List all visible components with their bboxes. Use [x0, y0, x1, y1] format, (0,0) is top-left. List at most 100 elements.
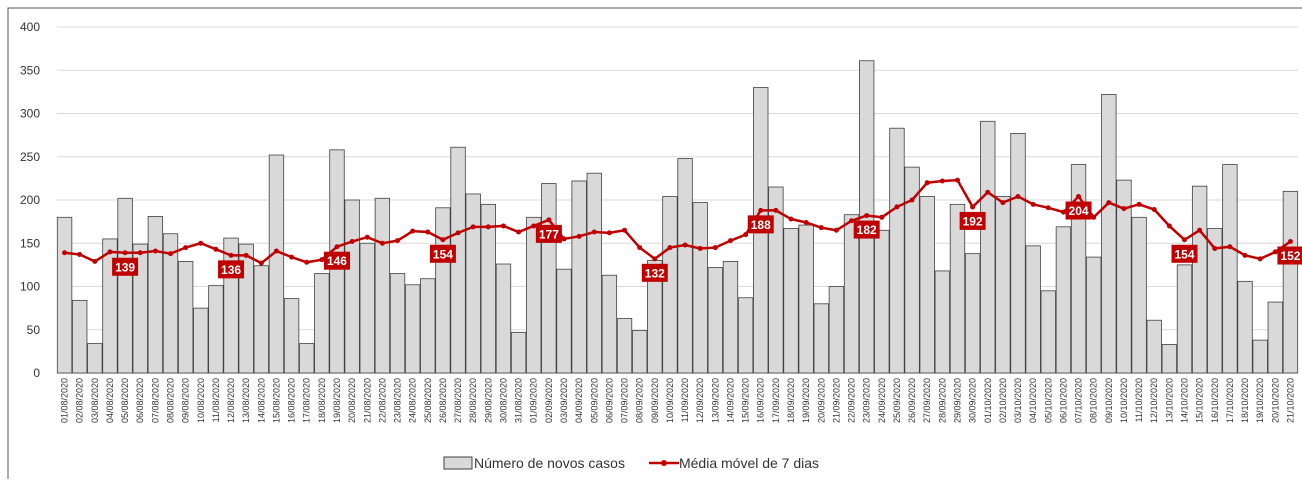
- x-tick-label: 26/08/2020: [438, 378, 448, 423]
- line-marker: [1151, 207, 1157, 213]
- line-marker: [107, 249, 113, 255]
- bar: [132, 243, 148, 374]
- x-tick-label: 14/09/2020: [725, 378, 735, 423]
- x-tick-label: 18/08/2020: [317, 378, 327, 423]
- line-marker: [137, 250, 143, 256]
- line-marker: [122, 250, 128, 256]
- data-label-box: [112, 257, 139, 276]
- x-tick-label: 23/08/2020: [393, 378, 403, 423]
- bar: [435, 207, 451, 374]
- x-tick-label: 11/08/2020: [211, 378, 221, 422]
- x-tick-label: 12/09/2020: [695, 378, 705, 423]
- bar: [480, 203, 496, 374]
- x-tick-label: 04/08/2020: [105, 378, 115, 423]
- bar: [1282, 190, 1299, 374]
- bar: [208, 285, 224, 374]
- line-marker: [289, 254, 295, 260]
- line-marker: [152, 248, 158, 254]
- x-tick-label: 18/09/2020: [786, 378, 796, 423]
- line-marker: [1076, 194, 1082, 200]
- bar: [72, 299, 88, 374]
- line-marker: [1045, 205, 1051, 211]
- x-tick-label: 14/10/2020: [1179, 378, 1189, 423]
- line-marker: [788, 216, 794, 222]
- y-tick-label: 250: [20, 150, 40, 164]
- bar: [964, 253, 981, 374]
- line-marker: [1060, 209, 1066, 215]
- data-label-box: [1065, 201, 1092, 220]
- bar: [223, 237, 239, 374]
- bar: [828, 286, 845, 374]
- line-marker: [864, 213, 870, 219]
- x-tick-label: 10/10/2020: [1119, 378, 1129, 423]
- data-label: 177: [539, 227, 559, 241]
- line-marker: [183, 245, 189, 251]
- line-marker: [395, 238, 401, 244]
- bar: [707, 267, 723, 374]
- bar: [949, 203, 966, 374]
- y-tick-label: 150: [20, 236, 40, 250]
- bar: [556, 268, 572, 374]
- line-marker: [198, 240, 204, 246]
- line-marker: [531, 223, 537, 229]
- bar: [162, 233, 179, 374]
- x-tick-label: 09/09/2020: [650, 378, 660, 423]
- bar: [616, 318, 633, 374]
- y-tick-label: 400: [20, 20, 40, 34]
- data-label-box: [747, 215, 774, 234]
- bar: [798, 224, 814, 374]
- bar: [344, 199, 360, 374]
- line-marker: [954, 177, 960, 183]
- bar: [843, 214, 860, 374]
- line-marker: [92, 258, 98, 264]
- line-marker: [1287, 239, 1293, 245]
- x-tick-label: 06/09/2020: [604, 378, 614, 423]
- data-label: 154: [433, 247, 453, 261]
- y-tick-label: 0: [33, 366, 40, 380]
- bar: [677, 158, 693, 374]
- bar: [314, 273, 330, 374]
- line-marker: [622, 227, 628, 233]
- x-tick-label: 02/09/2020: [544, 378, 554, 423]
- bar: [737, 297, 754, 374]
- y-tick-label: 300: [20, 107, 40, 121]
- line-marker: [1242, 252, 1248, 258]
- bar: [510, 331, 527, 374]
- data-label-box: [853, 220, 880, 239]
- data-label: 192: [963, 214, 983, 228]
- x-tick-label: 13/09/2020: [710, 378, 720, 423]
- data-label: 139: [115, 260, 135, 274]
- x-tick-label: 04/10/2020: [1028, 378, 1038, 423]
- line-marker: [455, 230, 461, 236]
- x-tick-label: 07/09/2020: [620, 378, 630, 423]
- x-tick-label: 20/08/2020: [347, 378, 357, 423]
- bar: [783, 228, 799, 374]
- line-marker: [1000, 200, 1006, 206]
- line-marker: [697, 245, 703, 251]
- data-label: 146: [327, 254, 347, 268]
- data-label-box: [429, 244, 456, 263]
- x-tick-label: 02/10/2020: [998, 378, 1008, 423]
- x-tick-label: 01/10/2020: [983, 378, 993, 423]
- x-tick-label: 19/09/2020: [801, 378, 811, 423]
- x-tick-label: 19/10/2020: [1255, 378, 1265, 423]
- x-tick-label: 02/08/2020: [75, 378, 85, 423]
- line-marker: [334, 244, 340, 250]
- x-tick-label: 22/09/2020: [847, 378, 857, 423]
- line-marker: [727, 238, 733, 244]
- x-tick-label: 27/09/2020: [922, 378, 932, 423]
- x-tick-label: 09/08/2020: [181, 378, 191, 423]
- line-marker: [1121, 206, 1127, 212]
- line-marker: [1091, 214, 1097, 220]
- line-marker: [470, 224, 476, 230]
- line-marker: [1136, 201, 1142, 207]
- data-label: 136: [221, 263, 241, 277]
- line-marker: [1212, 245, 1218, 251]
- line-marker: [803, 219, 809, 225]
- data-label-box: [1277, 246, 1302, 265]
- bar: [995, 196, 1011, 374]
- x-tick-label: 03/08/2020: [90, 378, 100, 423]
- line-marker: [425, 229, 431, 235]
- data-label: 188: [751, 218, 771, 232]
